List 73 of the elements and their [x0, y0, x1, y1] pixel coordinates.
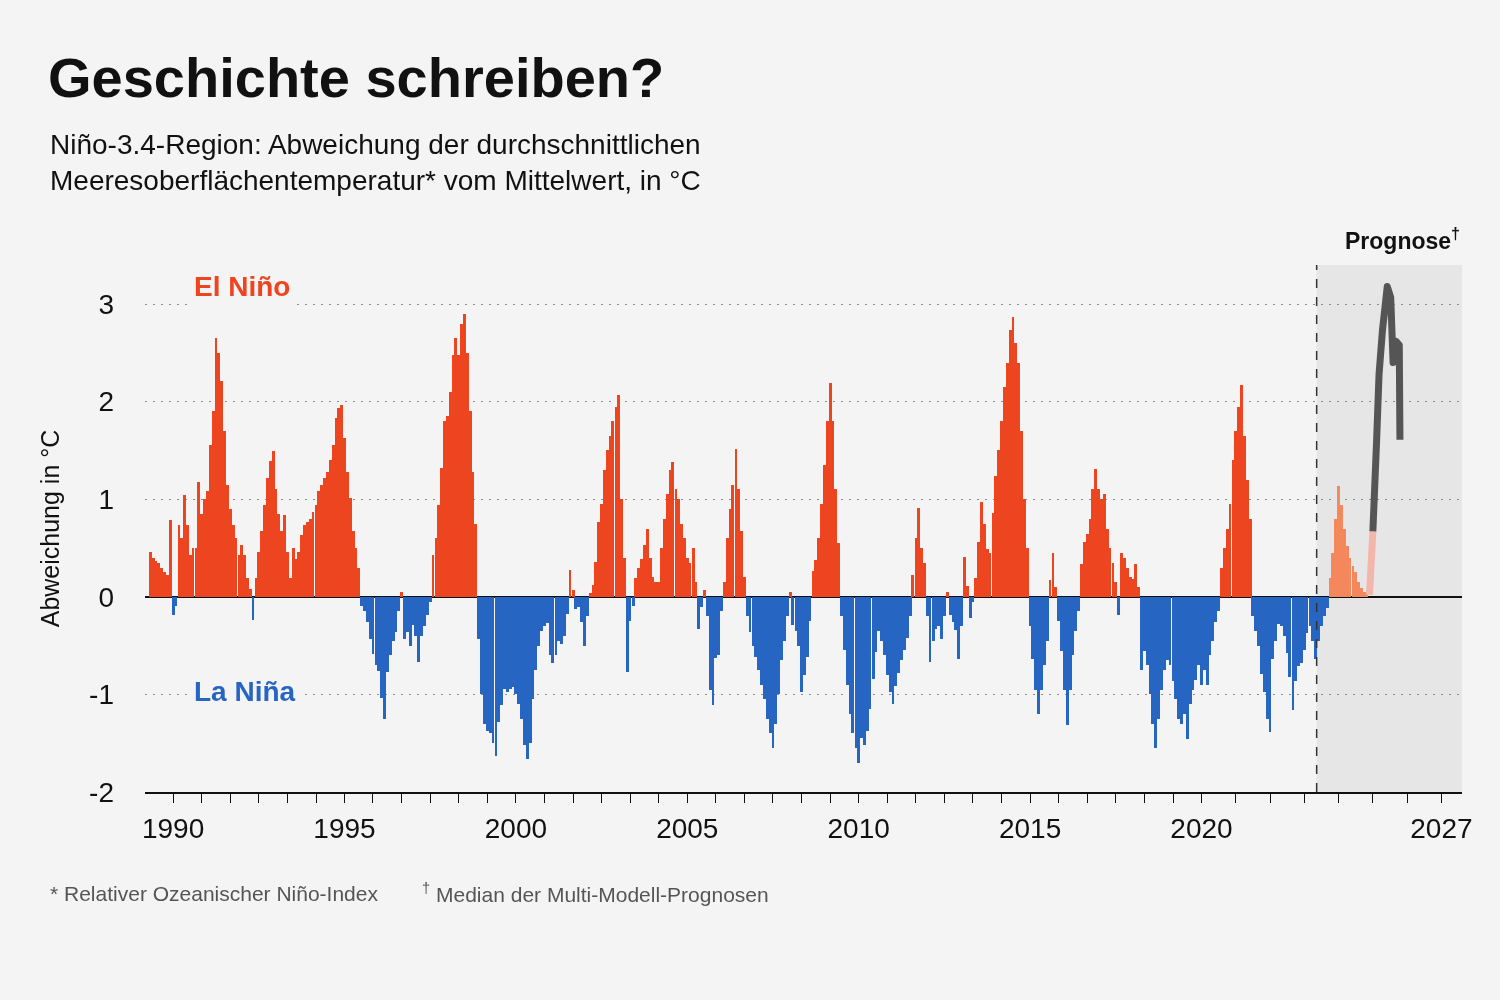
- band-label: Prognose$^{†}$: [1345, 224, 1461, 254]
- bar: [495, 597, 497, 756]
- y-tick-label: -2: [89, 776, 114, 808]
- bar: [735, 449, 737, 597]
- bar: [646, 529, 649, 597]
- bar: [383, 597, 386, 719]
- y-tick-label: 0: [98, 581, 114, 613]
- bar: [569, 570, 571, 597]
- bar: [169, 520, 172, 597]
- y-tick-label: 1: [98, 484, 114, 516]
- x-tick-label: 2010: [827, 813, 890, 845]
- bar: [692, 548, 695, 597]
- bar: [703, 590, 706, 597]
- x-tick-label: 2020: [1170, 813, 1233, 845]
- bar: [1052, 553, 1054, 597]
- bar: [574, 597, 577, 609]
- bar: [403, 597, 406, 639]
- bar: [417, 597, 420, 662]
- bar: [789, 592, 792, 597]
- x-tick-label: 2000: [484, 813, 548, 845]
- series-label: El Niño: [194, 271, 291, 302]
- bar: [1120, 553, 1123, 597]
- bar: [671, 462, 674, 597]
- bar: [980, 502, 983, 597]
- text: * Relativer Ozeanischer Niño-Index: [50, 882, 379, 905]
- x-tick-label: 2015: [998, 813, 1062, 845]
- bar: [917, 508, 920, 597]
- bar: [957, 597, 960, 659]
- bar: [283, 515, 286, 597]
- y-tick-label: 3: [98, 288, 114, 320]
- text: $^{†}$ Median der Multi-Modell-Prognosen: [422, 880, 769, 906]
- bar: [197, 482, 200, 597]
- bar: [1066, 597, 1069, 725]
- bar: [963, 557, 966, 597]
- bar: [1269, 597, 1271, 732]
- chart-title: Geschichte schreiben?: [48, 46, 665, 110]
- chart-subtitle: Niño-3.4-Region: Abweichung der durchschnittlichen Meeresoberflächentemperatur* vom Mittelwert, in °C: [50, 129, 701, 197]
- bar: [583, 597, 586, 646]
- bar: [1140, 597, 1143, 670]
- x-tick-label: 2005: [656, 813, 719, 845]
- bar: [551, 597, 554, 663]
- y-tick-label: 2: [98, 386, 114, 418]
- bar: [712, 597, 714, 705]
- bar: [409, 597, 412, 646]
- bar: [252, 597, 254, 620]
- y-tick-label: -1: [89, 679, 114, 711]
- bar: [800, 597, 803, 692]
- bar: [1337, 486, 1340, 597]
- bar: [1292, 597, 1294, 710]
- bar: [946, 592, 949, 597]
- text: La Niña: [194, 676, 296, 707]
- bar: [929, 597, 931, 662]
- bar: [626, 597, 629, 672]
- bar: [178, 525, 180, 597]
- bar: [717, 597, 720, 655]
- x-tick-label: 1995: [313, 813, 376, 845]
- bar: [1117, 597, 1120, 615]
- bar: [697, 597, 700, 629]
- bar: [1103, 494, 1106, 597]
- bar: [215, 338, 217, 597]
- x-tick-label: 2027: [1410, 813, 1473, 845]
- bar: [192, 548, 194, 597]
- bar: [940, 597, 943, 639]
- x-tick-label: 1990: [141, 813, 205, 845]
- bar: [272, 451, 275, 597]
- bar: [617, 395, 620, 597]
- bar: [183, 495, 186, 597]
- bar: [969, 597, 972, 618]
- bar: [1206, 597, 1209, 685]
- bar: [1134, 564, 1137, 597]
- bar: [149, 552, 152, 597]
- y-axis-title: Abweichung in °C: [35, 429, 64, 628]
- bar: [400, 592, 403, 597]
